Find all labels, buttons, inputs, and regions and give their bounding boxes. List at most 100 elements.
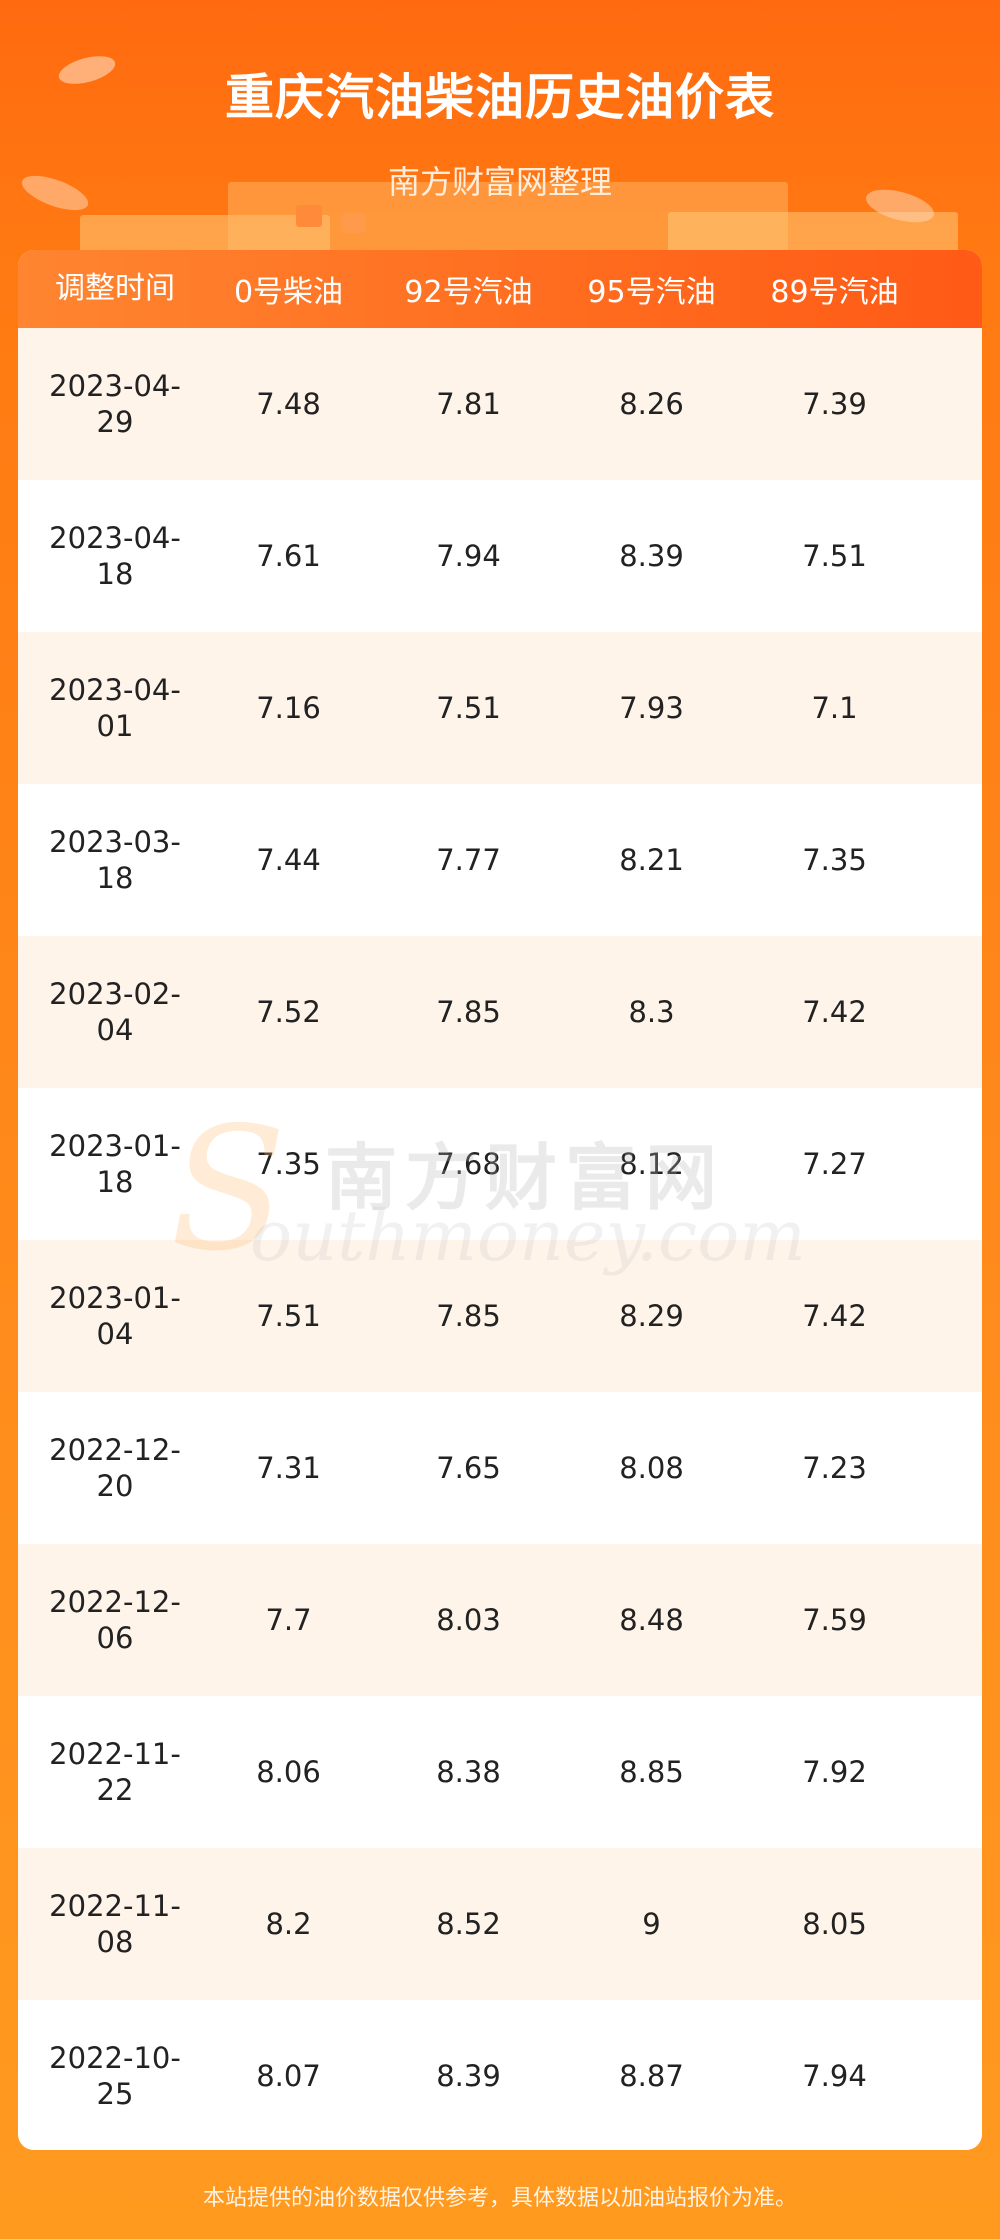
cell-gas89: 8.05 <box>802 1907 867 1941</box>
cell-diesel0: 7.16 <box>256 691 321 725</box>
cell-date-line1: 2023-01- <box>49 1129 181 1163</box>
cell-gas92: 7.85 <box>436 1299 501 1333</box>
hero-decor-block <box>80 215 330 255</box>
cell-gas89: 7.51 <box>802 539 867 573</box>
cell-diesel0: 7.35 <box>256 1147 321 1181</box>
cell-date-line1: 2023-04- <box>49 521 181 555</box>
cell-date-line2: 04 <box>96 1013 134 1047</box>
cell-gas92: 7.65 <box>436 1451 501 1485</box>
cell-date-line2: 06 <box>96 1621 134 1655</box>
hero-banner: 重庆汽油柴油历史油价表 南方财富网整理 <box>0 0 1000 260</box>
page-title: 重庆汽油柴油历史油价表 <box>224 69 775 126</box>
cell-date-line1: 2023-01- <box>49 1281 181 1315</box>
cell-date-line1: 2023-04- <box>49 369 181 403</box>
cell-date: 2023-04- 29 <box>18 368 200 440</box>
column-header-gas89: 89号汽油 <box>770 275 899 310</box>
cell-date-line1: 2023-04- <box>49 673 181 707</box>
cell-gas95: 8.3 <box>628 995 675 1029</box>
cell-gas89: 7.92 <box>802 1755 867 1789</box>
table-row: 2023-04- 18 7.61 7.94 8.39 7.51 <box>18 480 982 632</box>
cell-gas89: 7.35 <box>802 843 867 877</box>
cell-date: 2022-10- 25 <box>18 2040 200 2112</box>
cell-gas92: 8.39 <box>436 2059 501 2093</box>
cell-gas95: 8.48 <box>619 1603 684 1637</box>
cell-date-line2: 01 <box>96 709 134 743</box>
cell-date: 2022-11- 08 <box>18 1888 200 1960</box>
table-row: 2022-11- 22 8.06 8.38 8.85 7.92 <box>18 1696 982 1848</box>
cell-date: 2023-01- 18 <box>18 1128 200 1200</box>
column-header-date: 调整时间 <box>55 271 175 306</box>
cell-gas89: 7.42 <box>802 1299 867 1333</box>
cell-diesel0: 7.61 <box>256 539 321 573</box>
page-subtitle: 南方财富网整理 <box>387 163 612 201</box>
cell-date-line1: 2022-10- <box>49 2041 181 2075</box>
cell-date-line2: 04 <box>96 1317 134 1351</box>
cell-date: 2022-11- 22 <box>18 1736 200 1808</box>
cell-gas95: 9 <box>642 1907 661 1941</box>
cell-date-line2: 18 <box>96 861 134 895</box>
table-body: 2023-04- 29 7.48 7.81 8.26 7.39 2023-04- 18 7.61… <box>18 328 982 2150</box>
cell-gas89: 7.59 <box>802 1603 867 1637</box>
cell-date-line2: 18 <box>96 557 134 591</box>
cell-gas92: 7.94 <box>436 539 501 573</box>
cell-gas89: 7.23 <box>802 1451 867 1485</box>
table-row: 2023-01- 18 7.35 7.68 8.12 7.27 <box>18 1088 982 1240</box>
price-table-card: 调整时间 0号柴油 92号汽油 95号汽油 89号汽油 2023-04- 29 7.… <box>18 250 982 2150</box>
table-row: 2023-04- 01 7.16 7.51 7.93 7.1 <box>18 632 982 784</box>
cell-gas95: 8.29 <box>619 1299 684 1333</box>
table-row: 2023-04- 29 7.48 7.81 8.26 7.39 <box>18 328 982 480</box>
hero-decor-cube <box>342 213 366 233</box>
table-row: 2022-12- 20 7.31 7.65 8.08 7.23 <box>18 1392 982 1544</box>
cell-date-line1: 2022-11- <box>49 1737 181 1771</box>
table-row: 2023-02- 04 7.52 7.85 8.3 7.42 <box>18 936 982 1088</box>
cell-date-line1: 2022-12- <box>49 1585 181 1619</box>
cell-date-line2: 08 <box>96 1925 134 1959</box>
cell-gas95: 8.87 <box>619 2059 684 2093</box>
table-row: 2022-10- 25 8.07 8.39 8.87 7.94 <box>18 2000 982 2150</box>
cell-date-line2: 25 <box>96 2077 134 2111</box>
cell-gas92: 7.68 <box>436 1147 501 1181</box>
cell-date-line1: 2022-11- <box>49 1889 181 1923</box>
column-header-diesel0: 0号柴油 <box>233 275 344 310</box>
column-header-gas95: 95号汽油 <box>587 275 716 310</box>
cell-gas95: 8.85 <box>619 1755 684 1789</box>
table-header: 调整时间 0号柴油 92号汽油 95号汽油 89号汽油 <box>18 250 982 328</box>
cell-gas92: 8.38 <box>436 1755 501 1789</box>
cell-date-line1: 2022-12- <box>49 1433 181 1467</box>
cell-gas92: 8.03 <box>436 1603 501 1637</box>
cell-diesel0: 7.51 <box>256 1299 321 1333</box>
cell-diesel0: 7.7 <box>265 1603 312 1637</box>
cell-gas92: 7.77 <box>436 843 501 877</box>
cell-diesel0: 7.44 <box>256 843 321 877</box>
table-row: 2022-11- 08 8.2 8.52 9 8.05 <box>18 1848 982 2000</box>
cell-date-line2: 20 <box>96 1469 134 1503</box>
cell-gas92: 7.51 <box>436 691 501 725</box>
cell-date-line2: 18 <box>96 1165 134 1199</box>
cell-gas95: 7.93 <box>619 691 684 725</box>
cell-gas92: 7.85 <box>436 995 501 1029</box>
cell-date: 2023-03- 18 <box>18 824 200 896</box>
table-row: 2022-12- 06 7.7 8.03 8.48 7.59 <box>18 1544 982 1696</box>
cell-date: 2023-04- 01 <box>18 672 200 744</box>
cell-diesel0: 7.31 <box>256 1451 321 1485</box>
cell-date: 2022-12- 06 <box>18 1584 200 1656</box>
cell-gas95: 8.26 <box>619 387 684 421</box>
cell-diesel0: 7.52 <box>256 995 321 1029</box>
cell-gas92: 8.52 <box>436 1907 501 1941</box>
column-header-gas92: 92号汽油 <box>404 275 533 310</box>
cell-gas89: 7.94 <box>802 2059 867 2093</box>
cell-date: 2023-02- 04 <box>18 976 200 1048</box>
cell-date-line2: 22 <box>96 1773 134 1807</box>
cell-date-line1: 2023-02- <box>49 977 181 1011</box>
cell-diesel0: 7.48 <box>256 387 321 421</box>
cell-diesel0: 8.07 <box>256 2059 321 2093</box>
cell-date-line1: 2023-03- <box>49 825 181 859</box>
cell-gas92: 7.81 <box>436 387 501 421</box>
cell-gas95: 8.21 <box>619 843 684 877</box>
cell-gas89: 7.39 <box>802 387 867 421</box>
footer-note: 本站提供的油价数据仅供参考，具体数据以加油站报价为准。 <box>202 2186 797 2211</box>
cell-gas95: 8.39 <box>619 539 684 573</box>
cell-gas89: 7.42 <box>802 995 867 1029</box>
hero-decor-cube <box>296 205 322 227</box>
cell-gas89: 7.1 <box>811 691 858 725</box>
